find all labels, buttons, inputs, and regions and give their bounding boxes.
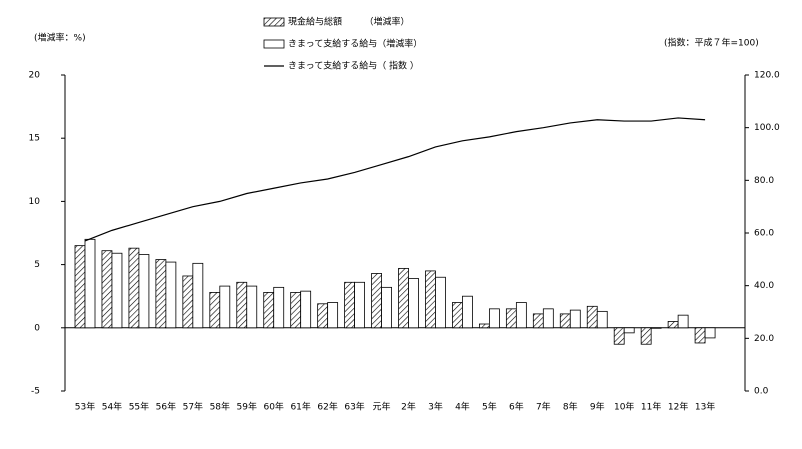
bar <box>694 327 706 344</box>
y-tick-label: 20 <box>29 71 41 81</box>
y-axis-label: (増減率：%) <box>34 32 86 44</box>
bar <box>623 327 635 334</box>
bar <box>273 286 285 329</box>
x-tick-label: 2年 <box>401 401 416 413</box>
line <box>84 117 706 242</box>
bar <box>192 262 204 329</box>
y-tick-label: 10 <box>29 197 41 207</box>
x-tick-label: 56年 <box>156 401 176 413</box>
bar <box>478 323 490 329</box>
x-tick-label: 元年 <box>373 401 391 413</box>
y-tick-label: -5 <box>31 387 40 397</box>
bar <box>650 327 662 329</box>
bar <box>219 285 231 329</box>
legend-swatch <box>263 17 285 27</box>
bar <box>327 302 339 329</box>
bar <box>613 327 625 345</box>
x-tick-label: 57年 <box>183 401 203 413</box>
bar <box>263 292 275 329</box>
x-tick-label: 60年 <box>263 401 283 413</box>
y-tick-label: 5 <box>34 260 40 270</box>
bar <box>677 314 689 329</box>
x-tick-label: 53年 <box>75 401 95 413</box>
bar <box>290 292 302 329</box>
bar <box>596 310 608 329</box>
y2-tick-label: 120.0 <box>754 71 780 81</box>
bar <box>515 302 527 329</box>
bar <box>74 245 86 329</box>
legend-label: 現金給与総額 （増減率） <box>288 16 410 28</box>
bar <box>155 259 167 329</box>
x-tick-label: 63年 <box>344 401 364 413</box>
bar <box>317 303 329 329</box>
bar <box>398 267 409 329</box>
x-tick-label: 10年 <box>614 401 634 413</box>
bar <box>505 308 517 329</box>
bar <box>84 238 96 329</box>
bar <box>542 308 554 329</box>
y2-tick-label: 40.0 <box>754 281 774 291</box>
bar <box>101 250 113 329</box>
bar <box>435 276 446 329</box>
bar <box>559 313 571 329</box>
y2-tick-label: 0.0 <box>754 387 769 397</box>
bar <box>300 290 312 329</box>
x-tick-label: 58年 <box>210 401 230 413</box>
bar <box>246 285 258 329</box>
x-tick-label: 5年 <box>482 401 497 413</box>
y2-axis-label: (指数：平成７年=100) <box>664 37 759 49</box>
bar <box>182 275 194 329</box>
x-tick-label: 6年 <box>509 401 524 413</box>
bar <box>128 247 140 329</box>
x-tick-label: 8年 <box>563 401 578 413</box>
x-tick-label: 62年 <box>317 401 337 413</box>
bar <box>236 281 248 329</box>
bar <box>425 270 436 329</box>
x-tick-label: 54年 <box>102 401 122 413</box>
y2-tick-label: 100.0 <box>754 123 780 133</box>
x-tick-label: 55年 <box>129 401 149 413</box>
bar <box>111 252 123 329</box>
bar <box>138 254 150 329</box>
legend-swatch <box>263 39 285 49</box>
x-tick-label: 59年 <box>237 401 257 413</box>
bar <box>354 281 366 329</box>
y-tick-label: 15 <box>29 134 40 144</box>
bar <box>667 321 679 329</box>
x-tick-label: 4年 <box>455 401 470 413</box>
x-tick-label: 3年 <box>428 401 443 413</box>
x-tick-label: 61年 <box>290 401 310 413</box>
bar <box>488 308 500 329</box>
bar <box>371 273 382 329</box>
x-tick-label: 7年 <box>536 401 551 413</box>
bar <box>381 286 392 329</box>
y-tick-label: 0 <box>34 323 40 333</box>
bar <box>452 302 463 329</box>
bar <box>462 295 473 329</box>
bar <box>586 305 598 329</box>
legend-label: きまって支給する給与（増減率） <box>288 38 422 50</box>
y2-tick-label: 60.0 <box>754 229 774 239</box>
y2-tick-label: 20.0 <box>754 334 774 344</box>
x-tick-label: 11年 <box>641 401 661 413</box>
x-tick-label: 12年 <box>668 401 688 413</box>
x-tick-label: 9年 <box>590 401 605 413</box>
x-tick-label: 13年 <box>695 401 715 413</box>
legend-label: きまって支給する給与（ 指数 ） <box>288 60 419 72</box>
bar <box>344 281 356 329</box>
bar <box>532 313 544 329</box>
bar <box>640 327 652 345</box>
bar <box>569 309 581 329</box>
bar <box>209 292 221 329</box>
bar <box>408 278 419 329</box>
y2-tick-label: 80.0 <box>754 176 774 186</box>
bar <box>165 261 177 329</box>
bar <box>704 327 716 339</box>
